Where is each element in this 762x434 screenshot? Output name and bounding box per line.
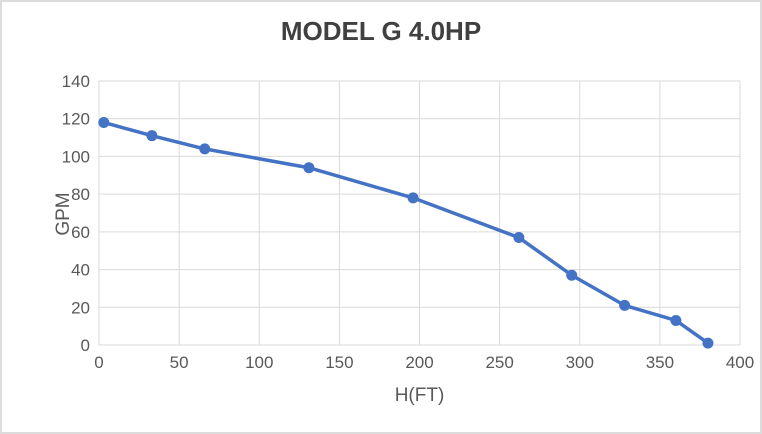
x-tick-label-300: 300: [566, 353, 594, 372]
x-axis-title: H(FT): [394, 385, 445, 406]
y-tick-label-60: 60: [71, 223, 90, 242]
data-point-295-37: [566, 269, 578, 281]
data-point-196-78: [407, 192, 419, 204]
y-tick-label-40: 40: [71, 261, 90, 280]
data-point-33-111: [146, 130, 158, 142]
chart-title: MODEL G 4.0HP: [280, 16, 482, 46]
data-point-262-57: [513, 232, 525, 244]
y-tick-label-140: 140: [62, 72, 90, 91]
x-tick-label-100: 100: [245, 353, 273, 372]
x-tick-label-150: 150: [325, 353, 353, 372]
y-tick-label-80: 80: [71, 185, 90, 204]
x-tick-label-350: 350: [646, 353, 674, 372]
y-tick-label-20: 20: [71, 298, 90, 317]
data-point-3-118: [98, 116, 110, 128]
x-tick-label-250: 250: [485, 353, 513, 372]
series-line: [102, 120, 710, 345]
x-tick-label-400: 400: [726, 353, 754, 372]
data-point-360-13: [670, 314, 682, 326]
y-tick-label-100: 100: [62, 147, 90, 166]
y-tick-label-0: 0: [81, 336, 90, 355]
data-point-328-21: [619, 299, 631, 311]
x-tick-label-0: 0: [94, 353, 103, 372]
data-point-66-104: [199, 143, 211, 155]
data-point-380-1: [702, 337, 714, 349]
x-tick-label-50: 50: [170, 353, 189, 372]
y-axis-title: GPM: [53, 192, 74, 236]
data-point-131-94: [303, 162, 315, 174]
y-tick-label-120: 120: [62, 110, 90, 129]
x-tick-label-200: 200: [405, 353, 433, 372]
